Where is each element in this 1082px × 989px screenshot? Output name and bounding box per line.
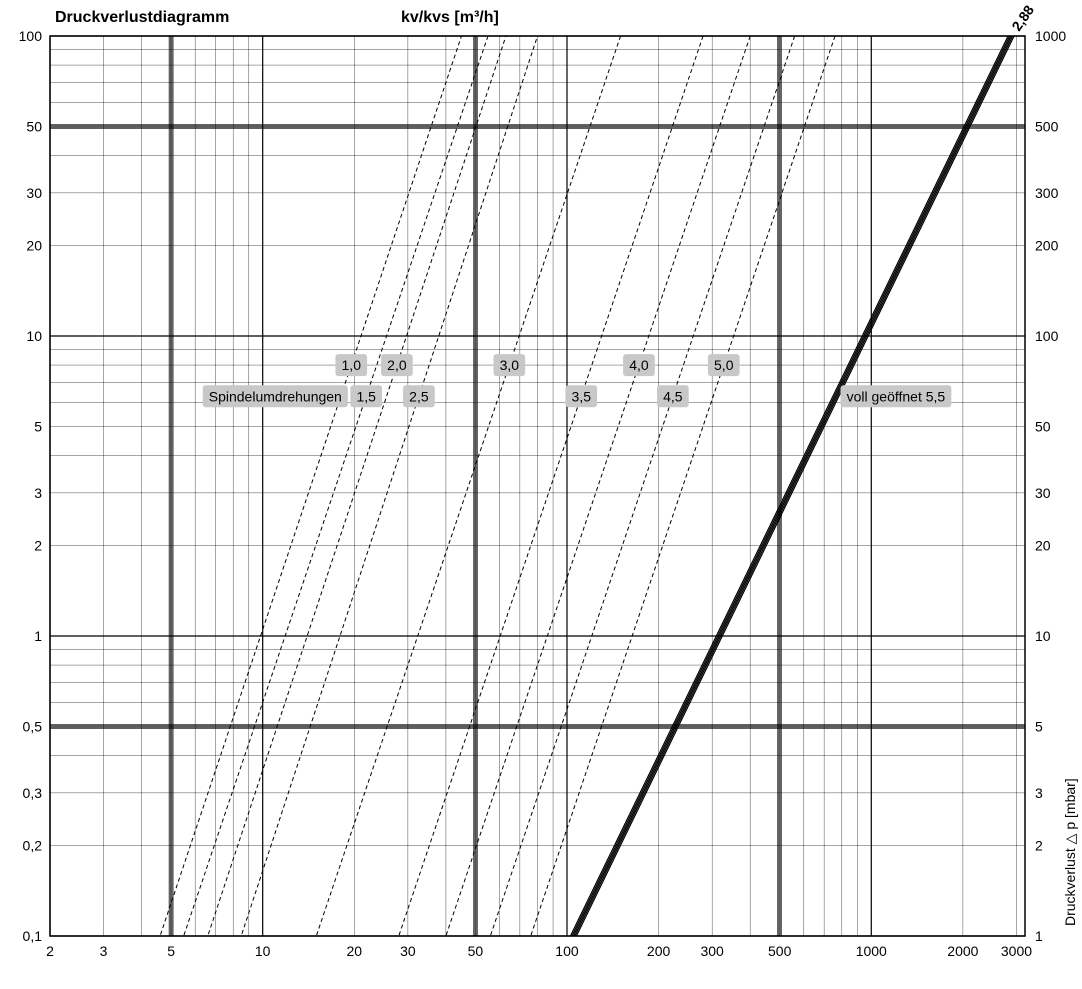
series-label: 1,0 — [342, 357, 362, 373]
y-left-tick: 20 — [26, 238, 42, 254]
x-tick: 500 — [768, 943, 792, 959]
y-right-tick: 5 — [1035, 718, 1043, 734]
x-tick: 50 — [468, 943, 484, 959]
series-label: 4,5 — [663, 388, 683, 404]
series-label: 1,5 — [356, 388, 376, 404]
y-left-tick: 0,1 — [23, 928, 43, 944]
y-right-tick: 300 — [1035, 185, 1059, 201]
x-tick: 200 — [647, 943, 671, 959]
x-tick: 100 — [555, 943, 579, 959]
y-right-tick: 2 — [1035, 838, 1043, 854]
y-left-tick: 50 — [26, 118, 42, 134]
y-right-axis-label: Druckverlust △ p [mbar] — [1062, 778, 1078, 926]
series-label: 5,0 — [714, 357, 734, 373]
y-left-tick: 3 — [34, 485, 42, 501]
y-left-tick: 100 — [19, 28, 43, 44]
series-label: 3,0 — [500, 357, 520, 373]
y-right-tick: 1 — [1035, 928, 1043, 944]
series-label: 2,0 — [387, 357, 407, 373]
y-right-tick: 20 — [1035, 538, 1051, 554]
pressure-loss-chart: Druckverlustdiagrammkv/kvs [m³/h]2,880,1… — [0, 0, 1082, 989]
y-right-tick: 200 — [1035, 238, 1059, 254]
chart-title-center: kv/kvs [m³/h] — [401, 9, 499, 26]
x-tick: 30 — [400, 943, 416, 959]
series-label: 3,5 — [572, 388, 592, 404]
series-label: 2,5 — [409, 388, 429, 404]
y-right-tick: 30 — [1035, 485, 1051, 501]
y-left-tick: 0,3 — [23, 785, 43, 801]
y-left-tick: 0,2 — [23, 838, 43, 854]
x-tick: 10 — [255, 943, 271, 959]
x-tick: 20 — [347, 943, 363, 959]
y-left-tick: 2 — [34, 538, 42, 554]
y-right-tick: 100 — [1035, 328, 1059, 344]
group-label: Spindelumdrehungen — [209, 388, 342, 404]
y-left-tick: 5 — [34, 418, 42, 434]
y-right-tick: 50 — [1035, 418, 1051, 434]
y-right-tick: 500 — [1035, 118, 1059, 134]
x-tick: 3000 — [1001, 943, 1032, 959]
series-label: voll geöffnet 5,5 — [847, 388, 946, 404]
x-tick: 3 — [100, 943, 108, 959]
x-tick: 1000 — [856, 943, 887, 959]
x-tick: 2000 — [947, 943, 978, 959]
series-label: 4,0 — [629, 357, 649, 373]
y-left-tick: 30 — [26, 185, 42, 201]
chart-title-left: Druckverlustdiagramm — [55, 9, 229, 26]
x-tick: 2 — [46, 943, 54, 959]
y-right-tick: 10 — [1035, 628, 1051, 644]
y-left-tick: 10 — [26, 328, 42, 344]
x-tick: 300 — [700, 943, 724, 959]
y-left-tick: 1 — [34, 628, 42, 644]
y-right-tick: 1000 — [1035, 28, 1066, 44]
x-tick: 5 — [167, 943, 175, 959]
y-left-tick: 0,5 — [23, 718, 43, 734]
y-right-tick: 3 — [1035, 785, 1043, 801]
